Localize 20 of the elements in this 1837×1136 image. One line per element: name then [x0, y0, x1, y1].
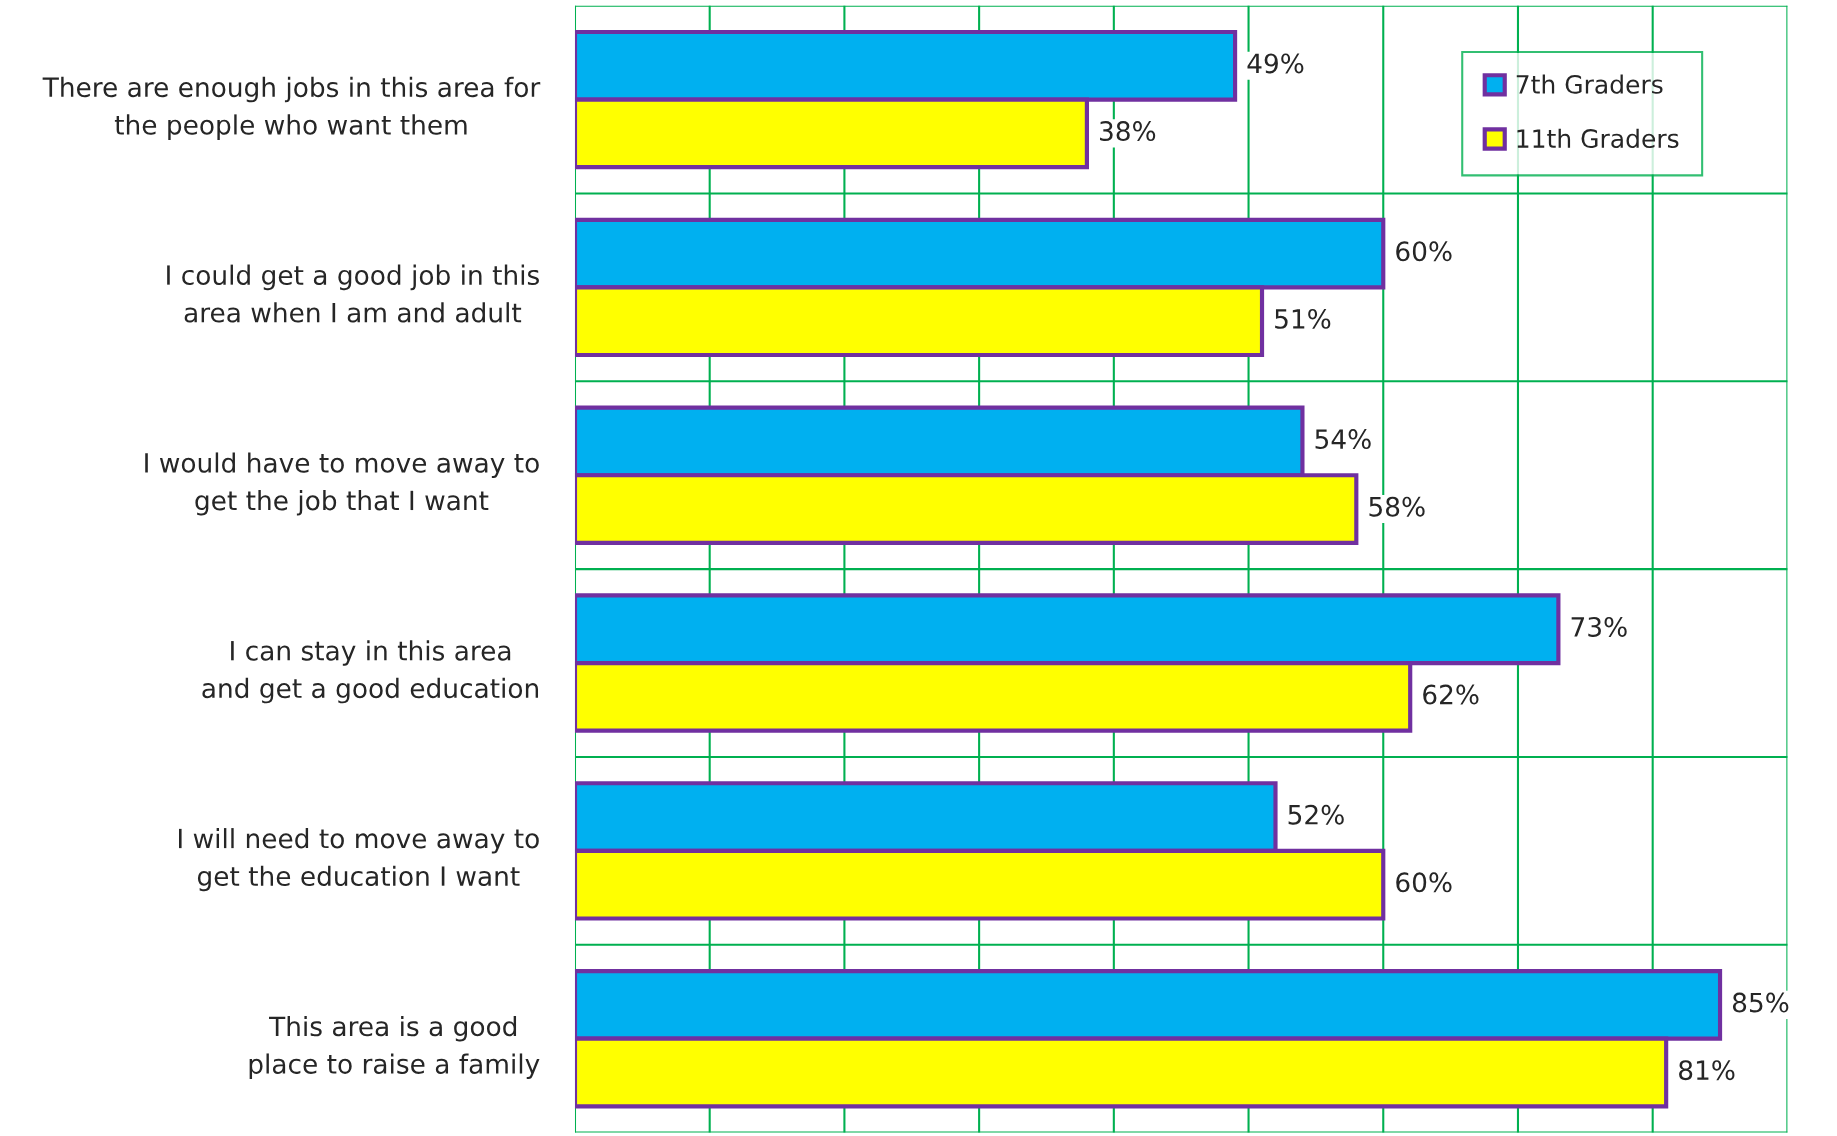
data-label: 81%: [1679, 1060, 1735, 1081]
y-tick-label: This area is a good place to raise a family: [249, 1015, 540, 1079]
y-tick-label: There are enough jobs in this area for the people who want them: [42, 76, 541, 140]
data-label: 51%: [1275, 308, 1331, 329]
data-label: 38%: [1100, 121, 1156, 142]
data-label: 54%: [1315, 429, 1371, 450]
data-label: 85%: [1732, 992, 1789, 1013]
data-label: 49%: [1247, 53, 1304, 74]
y-tick-label: I can stay in this area and get a good education: [202, 640, 539, 704]
legend-label: 7th Graders: [1516, 74, 1663, 94]
y-tick-label: I could get a good job in this area when I am and adult: [167, 264, 539, 323]
data-label: 62%: [1423, 684, 1479, 705]
data-label: 60%: [1396, 241, 1452, 262]
legend-label: 11th Graders: [1517, 128, 1679, 149]
y-tick-label: I will need to move away to get the education I want: [178, 828, 539, 892]
data-label: 73%: [1571, 616, 1627, 637]
data-label: 58%: [1369, 496, 1425, 517]
data-label: 60%: [1396, 872, 1452, 893]
y-tick-label: I would have to move away to get the job that I want: [145, 452, 539, 516]
data-label: 52%: [1288, 804, 1344, 825]
